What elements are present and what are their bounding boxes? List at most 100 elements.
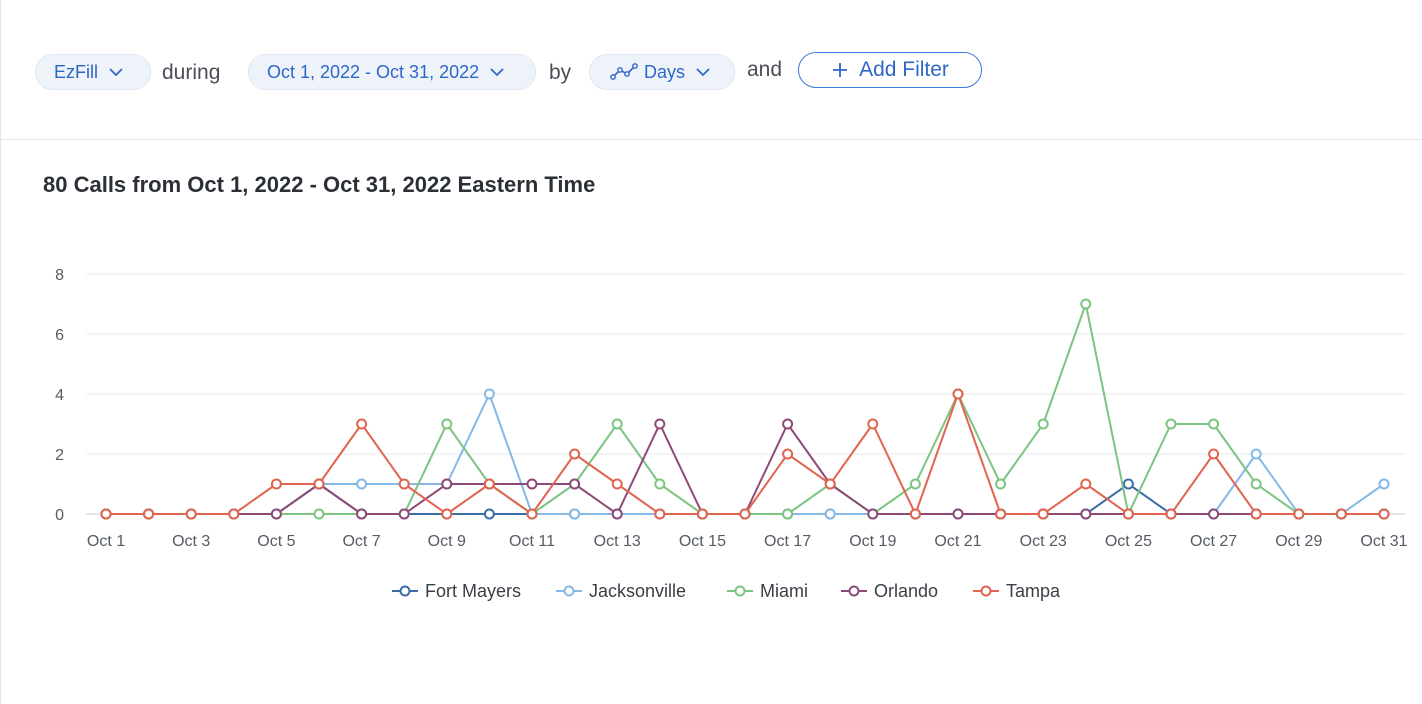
date-range-dropdown[interactable]: Oct 1, 2022 - Oct 31, 2022 <box>248 54 536 90</box>
data-point <box>1293 508 1305 520</box>
data-point <box>569 478 581 490</box>
data-point <box>356 508 368 520</box>
legend-label: Jacksonville <box>589 581 686 601</box>
data-point <box>441 418 453 430</box>
data-point <box>313 508 325 520</box>
data-point <box>1208 418 1220 430</box>
x-tick-label: Oct 7 <box>342 533 380 550</box>
chart-title: 80 Calls from Oct 1, 2022 - Oct 31, 2022… <box>43 172 596 197</box>
x-tick-label: Oct 31 <box>1360 533 1407 550</box>
chevron-down-icon <box>696 68 710 77</box>
data-point <box>1208 508 1220 520</box>
data-point <box>782 418 794 430</box>
data-point <box>654 478 666 490</box>
line-chart-icon <box>610 63 638 80</box>
x-tick-label: Oct 25 <box>1105 533 1152 550</box>
legend-marker <box>563 585 575 597</box>
x-tick-label: Oct 23 <box>1020 533 1067 550</box>
data-point <box>1378 508 1390 520</box>
source-dropdown[interactable]: EzFill <box>35 54 151 90</box>
granularity-label: Days <box>644 61 686 82</box>
date-range-label: Oct 1, 2022 - Oct 31, 2022 <box>267 61 480 82</box>
y-tick-label: 0 <box>55 507 64 524</box>
data-point <box>441 478 453 490</box>
y-tick-label: 4 <box>55 387 64 404</box>
x-tick-label: Oct 11 <box>509 533 555 550</box>
line-chart: 0 2 4 6 8 Oct 1 Oct 3 Oct 5 Oct 7 Oct 9 Oct 11 Oct … <box>55 267 1408 601</box>
x-tick-label: Oct 3 <box>172 533 210 550</box>
data-point <box>526 478 538 490</box>
data-point <box>441 508 453 520</box>
add-filter-label: Add Filter <box>859 58 949 81</box>
data-point <box>782 448 794 460</box>
data-point <box>1165 508 1177 520</box>
during-text: during <box>162 61 221 84</box>
data-point <box>270 508 282 520</box>
x-tick-label: Oct 5 <box>257 533 295 550</box>
data-point <box>398 478 410 490</box>
data-point <box>782 508 794 520</box>
data-point <box>654 418 666 430</box>
data-point <box>185 508 197 520</box>
data-point <box>1335 508 1347 520</box>
data-point <box>1080 298 1092 310</box>
data-point <box>270 478 282 490</box>
chevron-down-icon <box>109 68 123 77</box>
data-point <box>952 388 964 400</box>
x-tick-label: Oct 17 <box>764 533 811 550</box>
data-point <box>739 508 751 520</box>
x-tick-label: Oct 9 <box>428 533 466 550</box>
x-tick-label: Oct 1 <box>87 533 125 550</box>
x-tick-label: Oct 27 <box>1190 533 1237 550</box>
source-dropdown-label: EzFill <box>54 61 98 82</box>
data-point <box>483 388 495 400</box>
data-point <box>1250 478 1262 490</box>
data-point <box>1378 478 1390 490</box>
data-point <box>1122 478 1134 490</box>
filter-bar: EzFill during Oct 1, 2022 - Oct 31, 2022… <box>0 0 1422 140</box>
data-point <box>143 508 155 520</box>
data-point <box>867 418 879 430</box>
data-point <box>909 478 921 490</box>
data-point <box>313 478 325 490</box>
data-point <box>611 418 623 430</box>
data-point <box>909 508 921 520</box>
data-point <box>100 508 112 520</box>
x-tick-label: Oct 13 <box>594 533 641 550</box>
data-point <box>356 478 368 490</box>
data-point <box>611 478 623 490</box>
data-point <box>654 508 666 520</box>
data-point <box>1208 448 1220 460</box>
x-tick-label: Oct 29 <box>1275 533 1322 550</box>
data-point <box>1037 418 1049 430</box>
and-text: and <box>747 58 783 81</box>
granularity-dropdown[interactable]: Days <box>589 54 735 90</box>
y-tick-label: 8 <box>55 267 64 284</box>
legend-label: Orlando <box>874 581 938 601</box>
chevron-down-icon <box>490 68 504 77</box>
legend-marker <box>980 585 992 597</box>
data-point <box>1037 508 1049 520</box>
data-point <box>1165 418 1177 430</box>
data-point <box>228 508 240 520</box>
legend-label: Fort Mayers <box>425 581 521 601</box>
data-point <box>526 508 538 520</box>
data-point <box>483 478 495 490</box>
data-point <box>569 448 581 460</box>
x-tick-label: Oct 19 <box>849 533 896 550</box>
legend-label: Tampa <box>1006 581 1061 601</box>
by-text: by <box>549 61 572 84</box>
add-filter-button[interactable]: Add Filter <box>798 52 982 88</box>
data-point <box>995 478 1007 490</box>
data-point <box>952 508 964 520</box>
data-point <box>824 478 836 490</box>
data-point <box>1080 508 1092 520</box>
data-point <box>824 508 836 520</box>
x-tick-label: Oct 15 <box>679 533 726 550</box>
data-point <box>483 508 495 520</box>
data-point <box>696 508 708 520</box>
legend-marker <box>399 585 411 597</box>
legend-marker <box>848 585 860 597</box>
data-point <box>356 418 368 430</box>
